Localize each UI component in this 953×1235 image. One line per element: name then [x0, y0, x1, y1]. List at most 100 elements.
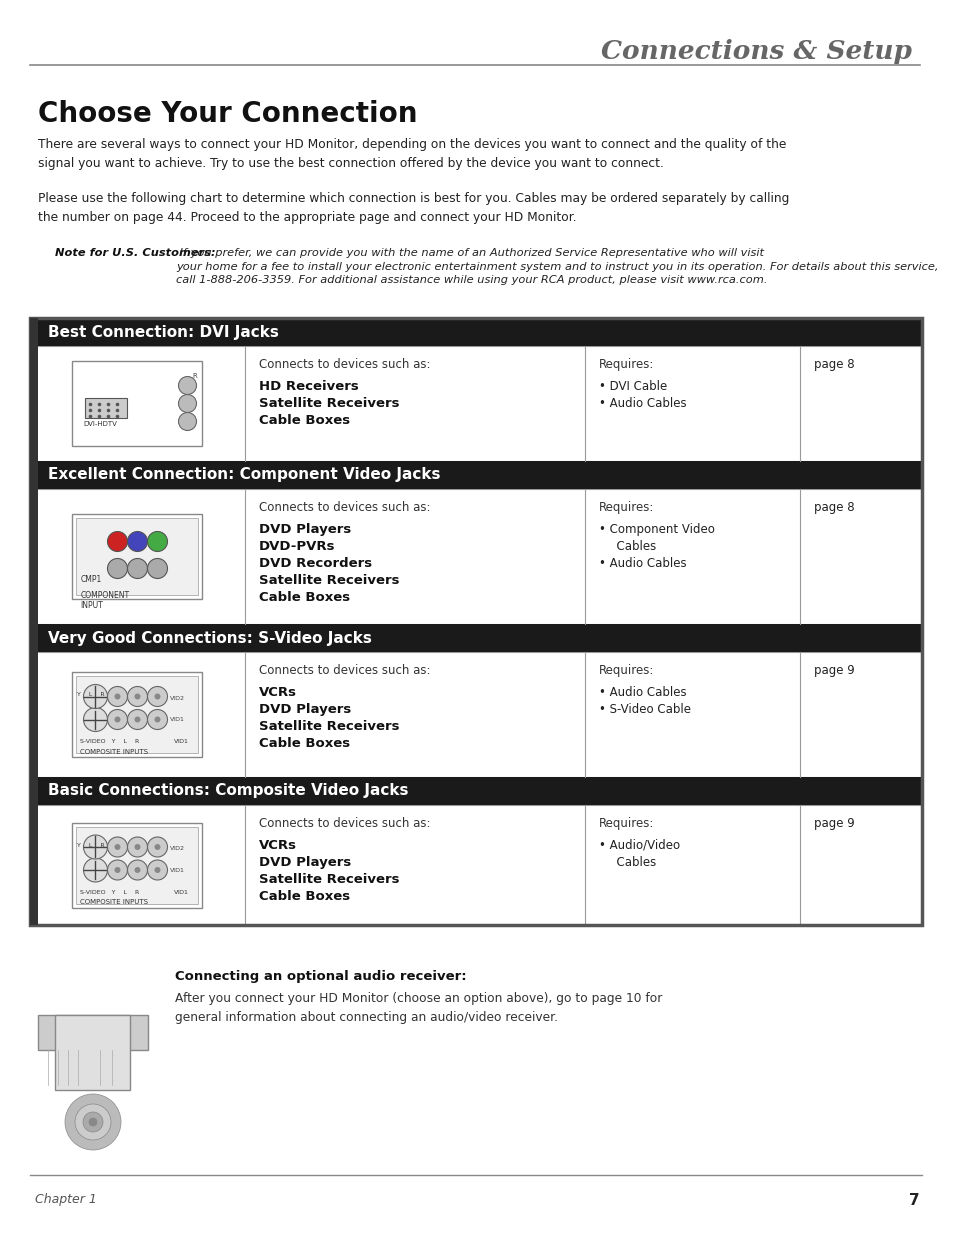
- Text: Cables: Cables: [608, 856, 656, 869]
- Circle shape: [89, 403, 92, 406]
- Circle shape: [83, 1112, 103, 1132]
- Circle shape: [154, 694, 160, 699]
- Text: Satellite Receivers: Satellite Receivers: [258, 720, 399, 734]
- Text: Requires:: Requires:: [598, 358, 654, 370]
- Text: Excellent Connection: Component Video Jacks: Excellent Connection: Component Video Ja…: [48, 468, 440, 483]
- Circle shape: [128, 531, 148, 552]
- Circle shape: [134, 844, 140, 850]
- Circle shape: [148, 837, 168, 857]
- Bar: [30, 805, 921, 925]
- Text: DVD Recorders: DVD Recorders: [258, 557, 372, 571]
- Circle shape: [148, 687, 168, 706]
- Circle shape: [114, 694, 120, 699]
- Circle shape: [97, 415, 101, 419]
- Text: Cable Boxes: Cable Boxes: [258, 592, 350, 604]
- Text: HD Receivers: HD Receivers: [258, 380, 358, 393]
- Bar: [76, 517, 198, 595]
- Text: • Audio Cables: • Audio Cables: [598, 685, 686, 699]
- Circle shape: [114, 716, 120, 722]
- Text: Requires:: Requires:: [598, 501, 654, 514]
- Bar: [30, 317, 921, 346]
- Circle shape: [97, 409, 101, 412]
- Circle shape: [107, 409, 111, 412]
- Bar: [30, 652, 921, 777]
- Text: page 9: page 9: [813, 818, 854, 830]
- Circle shape: [115, 403, 119, 406]
- Bar: [76, 676, 198, 753]
- Text: If you prefer, we can provide you with the name of an Authorized Service Represe: If you prefer, we can provide you with t…: [176, 248, 938, 285]
- Circle shape: [115, 415, 119, 419]
- Circle shape: [128, 709, 148, 730]
- Bar: [55, 1015, 130, 1091]
- Circle shape: [128, 558, 148, 578]
- Text: COMPOSITE INPUTS: COMPOSITE INPUTS: [80, 899, 149, 905]
- Text: R: R: [193, 373, 197, 379]
- Text: • Component Video: • Component Video: [598, 522, 714, 536]
- Text: Requires:: Requires:: [598, 664, 654, 677]
- Bar: [30, 346, 921, 461]
- Circle shape: [107, 403, 111, 406]
- Text: VCRs: VCRs: [258, 685, 296, 699]
- Text: VCRs: VCRs: [258, 839, 296, 852]
- Text: Connects to devices such as:: Connects to devices such as:: [258, 501, 430, 514]
- Circle shape: [114, 867, 120, 873]
- Circle shape: [148, 709, 168, 730]
- Circle shape: [108, 687, 128, 706]
- Circle shape: [154, 844, 160, 850]
- Text: DVD-PVRs: DVD-PVRs: [258, 540, 335, 553]
- Text: VID1: VID1: [170, 867, 184, 872]
- Circle shape: [108, 837, 128, 857]
- Circle shape: [148, 531, 168, 552]
- Circle shape: [178, 394, 196, 412]
- Text: Satellite Receivers: Satellite Receivers: [258, 396, 399, 410]
- Text: page 8: page 8: [813, 501, 854, 514]
- Text: VID2: VID2: [170, 846, 184, 851]
- Circle shape: [148, 860, 168, 881]
- Bar: [30, 777, 921, 805]
- Text: DVD Players: DVD Players: [258, 522, 351, 536]
- Text: Best Connection: DVI Jacks: Best Connection: DVI Jacks: [48, 325, 278, 340]
- Text: Connections & Setup: Connections & Setup: [600, 40, 911, 64]
- Bar: [30, 461, 921, 489]
- Circle shape: [115, 409, 119, 412]
- Circle shape: [178, 377, 196, 394]
- Text: Cable Boxes: Cable Boxes: [258, 737, 350, 750]
- Text: COMPOSITE INPUTS: COMPOSITE INPUTS: [80, 748, 149, 755]
- Text: There are several ways to connect your HD Monitor, depending on the devices you : There are several ways to connect your H…: [38, 138, 785, 169]
- Circle shape: [89, 409, 92, 412]
- Text: • Audio/Video: • Audio/Video: [598, 839, 679, 852]
- Text: Note for U.S. Customers:: Note for U.S. Customers:: [55, 248, 215, 258]
- Text: • DVI Cable: • DVI Cable: [598, 380, 666, 393]
- Text: Very Good Connections: S-Video Jacks: Very Good Connections: S-Video Jacks: [48, 631, 372, 646]
- Bar: [38, 1015, 148, 1050]
- Circle shape: [108, 531, 128, 552]
- Text: Choose Your Connection: Choose Your Connection: [38, 100, 417, 128]
- Text: DVD Players: DVD Players: [258, 856, 351, 869]
- Text: After you connect your HD Monitor (choose an option above), go to page 10 for
ge: After you connect your HD Monitor (choos…: [174, 992, 661, 1024]
- Circle shape: [84, 835, 108, 860]
- Text: Connects to devices such as:: Connects to devices such as:: [258, 818, 430, 830]
- Circle shape: [154, 716, 160, 722]
- Text: Please use the following chart to determine which connection is best for you. Ca: Please use the following chart to determ…: [38, 191, 788, 224]
- Circle shape: [89, 415, 92, 419]
- Text: Connects to devices such as:: Connects to devices such as:: [258, 358, 430, 370]
- Text: Y    L    R: Y L R: [77, 693, 105, 698]
- Text: VID2: VID2: [170, 697, 184, 701]
- Circle shape: [148, 558, 168, 578]
- Circle shape: [128, 837, 148, 857]
- Text: S-VIDEO   Y    L    R: S-VIDEO Y L R: [80, 889, 139, 894]
- Text: Cable Boxes: Cable Boxes: [258, 414, 350, 427]
- Bar: [86, 398, 128, 417]
- Bar: [76, 826, 198, 904]
- Circle shape: [134, 716, 140, 722]
- Text: VID1: VID1: [173, 889, 189, 894]
- Text: VID1: VID1: [173, 739, 189, 743]
- Text: DVD Players: DVD Players: [258, 703, 351, 716]
- Bar: [72, 514, 202, 599]
- Text: Connecting an optional audio receiver:: Connecting an optional audio receiver:: [174, 969, 466, 983]
- Circle shape: [154, 867, 160, 873]
- Circle shape: [84, 858, 108, 882]
- Text: page 9: page 9: [813, 664, 854, 677]
- Circle shape: [84, 708, 108, 731]
- Text: Cables: Cables: [608, 540, 656, 553]
